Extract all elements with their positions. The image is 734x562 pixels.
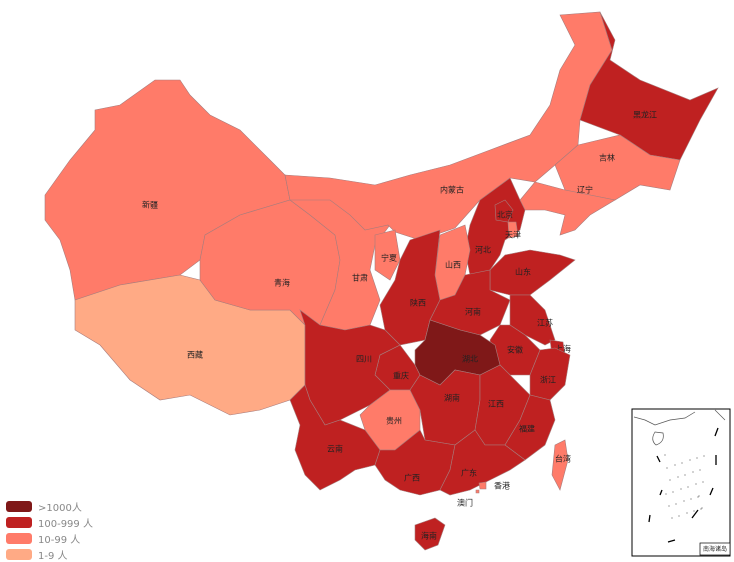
province-label: 重庆 [393, 371, 409, 381]
province-label: 湖北 [462, 355, 478, 364]
province-label: 西藏 [187, 350, 203, 360]
province-label: 天津 [505, 230, 521, 240]
island-dot [702, 481, 704, 483]
province-label: 澳门 [457, 498, 473, 508]
legend-label: >1000人 [38, 502, 82, 514]
island-dot [687, 486, 689, 488]
island-dot [689, 459, 691, 461]
island-dot [677, 476, 679, 478]
island-dot [672, 491, 674, 493]
legend-swatch [6, 532, 32, 544]
legend-item[interactable]: >1000人 [6, 498, 93, 514]
province-region[interactable] [489, 249, 576, 296]
province-label: 新疆 [142, 200, 158, 210]
legend-item[interactable]: 100-999 人 [6, 514, 93, 530]
province-label: 上海 [555, 344, 571, 354]
province-label: 香港 [494, 481, 510, 491]
legend-swatch [6, 548, 32, 560]
province-region[interactable] [554, 134, 681, 201]
province-region[interactable] [414, 517, 446, 551]
island-dot [671, 517, 673, 519]
island-dot [680, 488, 682, 490]
province-region[interactable] [379, 229, 441, 346]
province-label: 河南 [465, 307, 481, 317]
island-dot [701, 507, 703, 509]
province-label: 江苏 [537, 318, 553, 328]
island-dot [695, 483, 697, 485]
island-dot [686, 512, 688, 514]
province-label: 云南 [327, 444, 343, 454]
province-label: 湖南 [444, 393, 460, 403]
island-dot [665, 493, 667, 495]
province-label: 广东 [461, 468, 477, 478]
province-region[interactable] [478, 481, 487, 490]
south-china-sea-inset [631, 408, 731, 557]
province-label: 四川 [356, 355, 372, 364]
province-label: 陕西 [410, 298, 426, 308]
province-label: 河北 [475, 245, 491, 255]
legend-item[interactable]: 1-9 人 [6, 546, 93, 562]
province-label: 安徽 [507, 345, 523, 355]
island-dot [696, 457, 698, 459]
legend-label: 100-999 人 [38, 518, 93, 530]
province-label: 浙江 [540, 375, 556, 385]
province-region[interactable] [551, 439, 569, 491]
island-dot [684, 474, 686, 476]
province-label: 贵州 [386, 416, 402, 426]
province-region[interactable] [579, 11, 719, 161]
province-label: 广西 [404, 473, 420, 483]
legend-label: 10-99 人 [38, 534, 81, 546]
island-dot [699, 469, 701, 471]
province-label: 海南 [421, 531, 437, 541]
province-label: 山西 [445, 260, 461, 270]
province-label: 辽宁 [577, 185, 593, 195]
island-dot [678, 515, 680, 517]
province-label: 内蒙古 [440, 185, 464, 195]
inset-label: 南海诸岛 [703, 545, 727, 553]
province-label: 青海 [274, 278, 290, 288]
island-dot [675, 503, 677, 505]
island-dot [693, 510, 695, 512]
province-region[interactable] [439, 429, 526, 496]
province-label: 福建 [519, 424, 535, 434]
island-dot [668, 505, 670, 507]
province-label: 山东 [515, 267, 531, 277]
province-label: 吉林 [599, 153, 615, 163]
legend-swatch [6, 516, 32, 528]
island-dot [683, 500, 685, 502]
island-dot [666, 467, 668, 469]
island-dot [669, 479, 671, 481]
legend-swatch [6, 500, 32, 512]
island-dot [664, 454, 666, 456]
island-dot [674, 464, 676, 466]
province-region[interactable] [507, 221, 519, 239]
province-label: 宁夏 [381, 253, 397, 263]
province-label: 甘肃 [352, 273, 368, 283]
island-dot [681, 462, 683, 464]
province-region[interactable] [494, 199, 514, 223]
province-label: 江西 [488, 400, 504, 409]
island-dot [700, 508, 702, 510]
island-dot [692, 471, 694, 473]
island-dot [697, 496, 699, 498]
legend-label: 1-9 人 [38, 550, 68, 562]
province-label: 台湾 [555, 454, 571, 464]
legend-item[interactable]: 10-99 人 [6, 530, 93, 546]
legend: >1000人 100-999 人 10-99 人 1-9 人 [6, 498, 93, 562]
island-dot [698, 495, 700, 497]
province-label: 黑龙江 [633, 110, 657, 120]
island-dot [690, 498, 692, 500]
island-dot [703, 455, 705, 457]
province-label: 北京 [497, 210, 513, 220]
province-region[interactable] [374, 229, 401, 281]
province-region[interactable] [475, 489, 480, 494]
